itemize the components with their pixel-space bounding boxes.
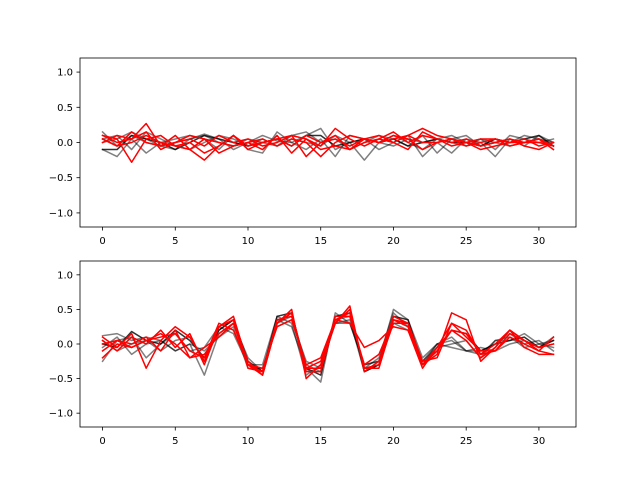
x-tick-label: 20 xyxy=(387,436,400,447)
y-tick-label: 0.0 xyxy=(57,138,73,149)
x-tick-label: 25 xyxy=(460,236,473,247)
y-tick-label: −0.5 xyxy=(49,374,73,385)
series-line-10 xyxy=(101,312,555,373)
y-tick-label: 0.5 xyxy=(57,305,73,316)
series-group xyxy=(101,122,555,163)
x-tick-label: 30 xyxy=(533,236,546,247)
x-tick-label: 25 xyxy=(460,436,473,447)
x-tick-label: 10 xyxy=(242,436,255,447)
plots: 0 5 10 15 20 25 30 1.0 0.5 0.0 −0.5 −1.0 0 5 10 15 20 25 3… xyxy=(49,57,577,447)
y-tick-label: 0.0 xyxy=(57,340,73,351)
y-tick-label: 1.0 xyxy=(57,68,73,79)
x-tick-label: 0 xyxy=(99,436,105,447)
y-tick-label: 0.5 xyxy=(57,103,73,114)
x-tick-label: 0 xyxy=(99,236,105,247)
series-line-6 xyxy=(101,134,555,163)
series-line-10 xyxy=(101,131,555,158)
x-tick-label: 5 xyxy=(172,436,178,447)
x-tick-label: 5 xyxy=(172,236,178,247)
x-tick-label: 30 xyxy=(533,436,546,447)
y-tick-label: −1.0 xyxy=(49,409,73,420)
x-tick-label: 15 xyxy=(314,236,327,247)
x-tick-label: 10 xyxy=(242,236,255,247)
y-tick-label: −1.0 xyxy=(49,208,73,219)
series-group xyxy=(101,305,555,383)
series-line-9 xyxy=(101,319,555,369)
y-tick-label: 1.0 xyxy=(57,270,73,281)
y-tick-label: −0.5 xyxy=(49,173,73,184)
x-tick-label: 15 xyxy=(314,436,327,447)
x-tick-label: 20 xyxy=(387,236,400,247)
series-line-7 xyxy=(101,312,555,376)
subplot-1: 0 5 10 15 20 25 30 1.0 0.5 0.0 −0.5 −1.0 xyxy=(49,57,577,247)
subplot-2: 0 5 10 15 20 25 30 1.0 0.5 0.0 −0.5 −1.0 xyxy=(49,260,577,447)
series-line-9 xyxy=(101,131,555,161)
